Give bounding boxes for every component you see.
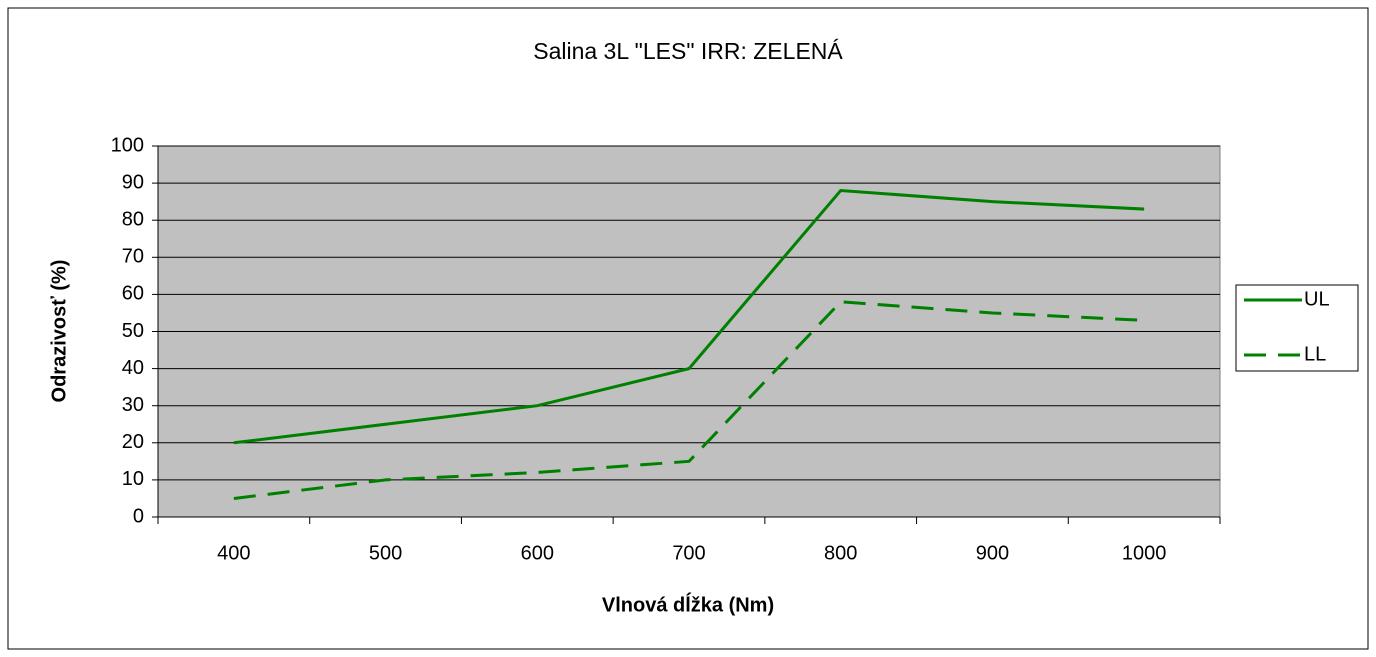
y-tick-label: 20 — [122, 431, 144, 453]
legend-label: UL — [1304, 288, 1330, 310]
x-tick-label: 400 — [217, 542, 250, 564]
y-tick-label: 10 — [122, 468, 144, 490]
legend-label: LL — [1304, 343, 1326, 365]
y-tick-label: 90 — [122, 171, 144, 193]
y-tick-label: 30 — [122, 394, 144, 416]
y-tick-label: 80 — [122, 208, 144, 230]
x-tick-label: 600 — [521, 542, 554, 564]
x-tick-label: 1000 — [1122, 542, 1167, 564]
y-tick-label: 0 — [133, 505, 144, 527]
chart-title: Salina 3L "LES" IRR: ZELENÁ — [533, 38, 843, 64]
x-axis-label: Vlnová dĺžka (Nm) — [602, 592, 774, 616]
legend — [1235, 284, 1359, 372]
y-tick-label: 50 — [122, 320, 144, 342]
y-tick-label: 40 — [122, 357, 144, 379]
x-tick-label: 700 — [672, 542, 705, 564]
y-axis-label: Odrazivosť (%) — [48, 260, 70, 403]
x-tick-label: 500 — [369, 542, 402, 564]
y-tick-label: 70 — [122, 246, 144, 268]
x-tick-label: 800 — [824, 542, 857, 564]
y-tick-label: 100 — [111, 134, 144, 156]
line-series — [233, 300, 1145, 500]
y-tick-label: 60 — [122, 283, 144, 305]
x-tick-label: 900 — [976, 542, 1009, 564]
line-series — [233, 188, 1145, 445]
